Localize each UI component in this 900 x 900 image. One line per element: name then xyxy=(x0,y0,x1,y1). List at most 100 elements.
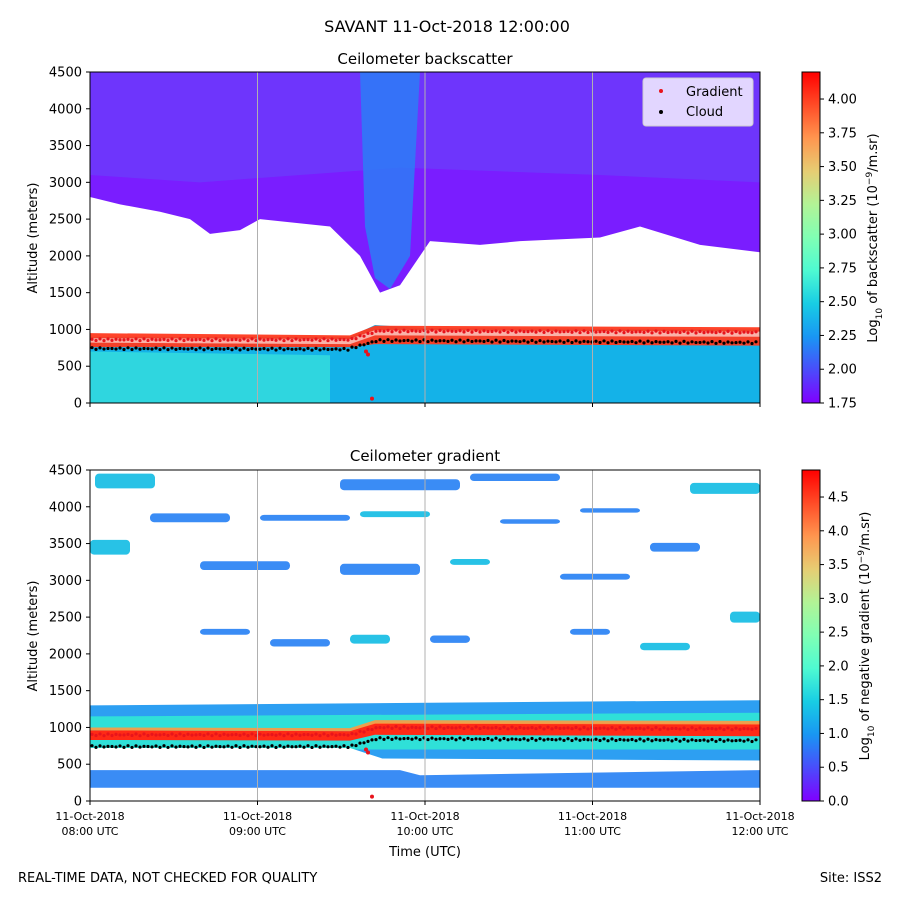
gradient-marker xyxy=(494,725,498,730)
gradient-marker xyxy=(570,330,574,334)
cloud-marker xyxy=(558,737,562,741)
cloud-marker xyxy=(630,737,634,742)
cloud-marker xyxy=(370,340,374,344)
gradient-marker xyxy=(134,337,138,341)
cloud-marker xyxy=(338,745,342,749)
gradient-marker xyxy=(610,329,614,333)
cloud-marker xyxy=(482,737,486,742)
gradient-marker xyxy=(730,728,734,732)
gradient-marker xyxy=(210,339,214,343)
gradient-marker xyxy=(306,733,310,737)
gradient-series xyxy=(90,725,758,738)
cloud-marker xyxy=(498,340,502,344)
gradient-marker xyxy=(182,733,186,738)
cloud-marker xyxy=(410,737,414,741)
gradient-marker xyxy=(650,727,654,731)
cloud-marker xyxy=(354,743,358,748)
cloud-marker xyxy=(278,346,282,350)
noise-patch xyxy=(650,542,700,552)
gradient-marker xyxy=(718,726,722,730)
cloud-marker xyxy=(390,737,394,741)
gradient-marker xyxy=(466,725,470,729)
cloud-marker xyxy=(106,744,110,748)
gradient-marker xyxy=(594,727,598,731)
gradient-marker xyxy=(742,330,746,334)
cloud-marker xyxy=(594,737,598,741)
cloud-marker xyxy=(350,743,354,747)
gradient-marker xyxy=(438,328,442,332)
cloud-marker xyxy=(118,744,122,748)
gradient-marker xyxy=(614,727,618,731)
gradient-x-label: Time (UTC) xyxy=(388,845,461,860)
cloud-marker xyxy=(562,738,566,742)
cloud-marker xyxy=(218,745,222,749)
gradient-marker xyxy=(454,329,458,334)
cloud-marker xyxy=(642,341,646,345)
gradient-marker xyxy=(486,329,490,334)
cloud-marker xyxy=(302,745,306,749)
cloud-marker xyxy=(746,738,750,742)
gradient-marker xyxy=(546,725,550,729)
gradient-marker xyxy=(338,337,342,342)
cloud-marker xyxy=(298,744,302,748)
cloud-marker xyxy=(334,347,338,351)
cloud-marker xyxy=(238,348,242,352)
gradient-marker xyxy=(434,726,438,731)
cloud-marker xyxy=(658,738,662,742)
gradient-marker xyxy=(370,331,374,335)
gradient-marker xyxy=(730,331,734,335)
gradient-marker xyxy=(526,726,530,730)
colorbar-tick-label: 2.25 xyxy=(828,329,857,344)
gradient-marker xyxy=(414,726,418,730)
gradient-marker xyxy=(702,331,706,335)
cloud-marker xyxy=(318,348,322,352)
cloud-marker xyxy=(298,347,302,351)
cloud-marker xyxy=(530,338,534,343)
cloud-marker xyxy=(326,745,330,749)
cloud-marker xyxy=(706,341,710,345)
gradient-marker xyxy=(318,734,322,738)
cloud-marker xyxy=(538,339,542,343)
gradient-marker xyxy=(550,330,554,334)
cloud-marker xyxy=(262,346,266,351)
gradient-marker xyxy=(266,733,270,737)
gradient-marker xyxy=(364,747,368,752)
cloud-marker xyxy=(414,338,418,342)
gradient-marker xyxy=(494,329,498,333)
legend-box xyxy=(642,77,754,127)
colorbar-tick-label: 4.5 xyxy=(828,491,849,506)
gradient-marker xyxy=(618,725,622,730)
gradient-marker xyxy=(114,337,118,341)
cloud-marker xyxy=(290,745,294,749)
cloud-marker xyxy=(174,745,178,749)
cloud-marker xyxy=(134,346,138,350)
cloud-marker xyxy=(546,737,550,741)
cloud-marker xyxy=(418,737,422,742)
cloud-marker xyxy=(226,744,230,748)
gradient-marker xyxy=(470,330,474,334)
cloud-marker xyxy=(202,348,206,352)
cloud-marker xyxy=(474,339,478,343)
gradient-marker xyxy=(330,732,334,736)
y-tick-label: 1500 xyxy=(49,286,82,301)
gradient-marker xyxy=(390,330,394,334)
gradient-marker xyxy=(378,329,382,333)
gradient-marker xyxy=(370,396,374,401)
cloud-marker xyxy=(650,739,654,743)
gradient-marker xyxy=(122,733,126,737)
cloud-marker xyxy=(446,737,450,741)
cloud-marker xyxy=(650,341,654,345)
cloud-marker xyxy=(346,348,350,352)
gradient-marker xyxy=(110,338,114,343)
gradient-marker xyxy=(354,732,358,736)
gradient-marker xyxy=(190,338,194,342)
gradient-marker xyxy=(626,329,630,333)
y-tick-label: 3500 xyxy=(49,537,82,552)
gradient-marker xyxy=(238,338,242,342)
gradient-marker xyxy=(398,330,402,334)
gradient-marker xyxy=(750,331,754,335)
cloud-marker xyxy=(242,744,246,748)
cloud-marker xyxy=(634,739,638,743)
cloud-marker xyxy=(570,340,574,345)
y-tick-label: 1000 xyxy=(49,323,82,338)
